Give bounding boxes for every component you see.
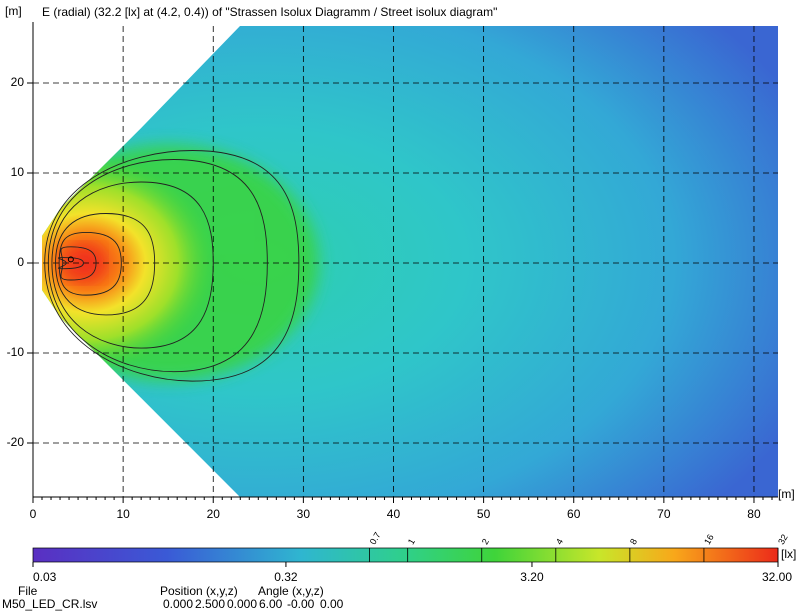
x-tick-label: 50 [477, 507, 491, 521]
colorbar-tick-label: 3.20 [520, 570, 544, 584]
y-tick-label: -20 [7, 435, 25, 449]
contour-level-label: 2 [480, 537, 491, 546]
isolux-line [51, 181, 214, 349]
file-name: M50_LED_CR.lsv [2, 597, 97, 611]
plot: 0 10 20 30 40 50 60 70 80 -20 -10 0 10 20 [7, 22, 778, 521]
y-unit: [m] [5, 4, 22, 18]
illuminance-field [42, 26, 778, 497]
chart-title: E (radial) (32.2 [lx] at (4.2, 0.4)) of … [42, 5, 497, 19]
x-tick-label: 70 [657, 507, 671, 521]
contour-level-label: 32 [776, 533, 790, 547]
y-tick-label: 0 [17, 255, 24, 269]
angle-x: 6.00 [259, 597, 283, 611]
x-tick-label: 0 [30, 507, 37, 521]
file-label: File [18, 584, 38, 598]
isolux-line [58, 231, 122, 296]
x-tick-label: 60 [567, 507, 581, 521]
position-x: 0.000 [163, 597, 193, 611]
colorbar-tick-label: 0.32 [274, 570, 298, 584]
contour-level-label: 8 [628, 537, 639, 546]
isolux-line [57, 257, 84, 270]
x-unit: [m] [778, 487, 795, 501]
x-tick-label: 80 [747, 507, 761, 521]
angle-y: -0.00 [287, 597, 315, 611]
contour-level-label: 4 [554, 537, 565, 546]
y-tick-label: -10 [7, 345, 25, 359]
colorbar-unit: [lx] [781, 547, 796, 561]
angle-z: 0.00 [320, 597, 344, 611]
position-z: 0.000 [227, 597, 257, 611]
isolux-line [55, 213, 156, 316]
angle-label: Angle (x,y,z) [258, 584, 324, 598]
isolux-line [60, 246, 97, 281]
colorbar-tick-label: 32.00 [762, 570, 792, 584]
peak-marker [67, 256, 74, 263]
contour-level-label: 0.7 [368, 530, 383, 546]
colorbar [32, 547, 779, 563]
contour-level-label: 1 [406, 537, 417, 546]
y-tick-label: 10 [11, 165, 25, 179]
isolux-line [47, 159, 268, 373]
y-tick-label: 20 [11, 75, 25, 89]
isolux-line [44, 150, 300, 382]
position-y: 2.500 [195, 597, 225, 611]
x-tick-label: 40 [387, 507, 401, 521]
colorbar-tick-label: 0.03 [33, 570, 57, 584]
x-tick-label: 30 [297, 507, 311, 521]
x-tick-label: 10 [116, 507, 130, 521]
x-tick-label: 20 [207, 507, 221, 521]
position-label: Position (x,y,z) [160, 584, 238, 598]
contour-level-label: 16 [702, 533, 716, 547]
